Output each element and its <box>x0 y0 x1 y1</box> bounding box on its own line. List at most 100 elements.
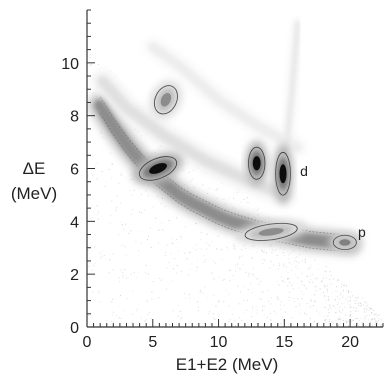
noise-dot <box>279 263 281 265</box>
noise-dot <box>298 287 300 289</box>
noise-dot <box>196 301 199 303</box>
noise-dot <box>287 285 289 287</box>
noise-dot <box>359 302 362 305</box>
noise-dot <box>369 314 371 316</box>
noise-dot <box>176 238 178 241</box>
noise-dot <box>225 289 227 291</box>
noise-dot <box>328 311 331 314</box>
noise-dot <box>301 260 303 262</box>
noise-dot <box>237 266 239 269</box>
noise-dot <box>273 310 275 312</box>
noise-dot <box>335 320 337 322</box>
noise-dot <box>357 310 359 312</box>
noise-dot <box>271 249 274 251</box>
noise-dot <box>115 207 118 209</box>
noise-dot <box>111 163 113 165</box>
noise-dot <box>297 298 299 300</box>
noise-dot <box>366 305 368 307</box>
noise-dot <box>349 296 351 298</box>
noise-dot <box>304 259 306 261</box>
noise-dot <box>147 273 149 275</box>
noise-dot <box>152 280 154 283</box>
noise-dot <box>371 319 373 321</box>
noise-dot <box>294 257 296 259</box>
hotspot-5 <box>329 232 361 253</box>
noise-dot <box>306 303 309 305</box>
noise-dot <box>253 275 255 277</box>
noise-dot <box>318 312 320 315</box>
noise-dot <box>229 318 231 321</box>
noise-dot <box>350 306 352 308</box>
noise-dot <box>92 74 95 76</box>
noise-dot <box>375 320 377 322</box>
hotspot-core <box>160 93 172 107</box>
noise-dot <box>214 262 217 264</box>
noise-dot <box>346 320 348 322</box>
noise-dot <box>228 320 230 323</box>
noise-dot <box>276 296 278 298</box>
noise-dot <box>89 57 91 59</box>
noise-dot <box>341 296 344 299</box>
noise-dot <box>131 213 133 216</box>
noise-dot <box>223 301 225 303</box>
noise-dot <box>88 314 90 317</box>
noise-dot <box>150 246 152 249</box>
y-tick-label: 6 <box>70 162 79 179</box>
noise-dot <box>324 286 326 288</box>
noise-dot <box>252 273 254 276</box>
noise-dot <box>377 323 379 325</box>
noise-dot <box>238 303 240 305</box>
noise-dot <box>323 295 326 297</box>
noise-dot <box>181 270 183 272</box>
noise-dot <box>191 263 193 265</box>
noise-dot <box>270 320 272 322</box>
noise-dot <box>251 257 253 259</box>
noise-dot <box>312 304 315 307</box>
noise-dot <box>336 318 338 320</box>
noise-dot <box>309 278 312 281</box>
hotspot-4 <box>235 219 307 244</box>
noise-dot <box>309 306 311 308</box>
y-tick-label: 8 <box>70 109 79 126</box>
noise-dot <box>161 222 163 224</box>
noise-dot <box>188 171 190 173</box>
noise-dot <box>306 275 308 278</box>
noise-dot <box>295 256 298 258</box>
noise-dot <box>228 250 230 252</box>
noise-dot <box>337 324 339 326</box>
noise-dot <box>195 223 197 225</box>
noise-dot <box>333 322 335 324</box>
noise-dot <box>135 277 138 279</box>
noise-dot <box>232 207 234 209</box>
noise-dot <box>247 275 249 277</box>
noise-dot <box>168 324 171 326</box>
noise-dot <box>339 323 342 325</box>
noise-dot <box>138 211 141 213</box>
noise-dot <box>335 299 337 301</box>
noise-dot <box>361 297 363 300</box>
noise-dot <box>189 252 191 255</box>
noise-dot <box>222 279 224 281</box>
noise-dot <box>116 195 119 197</box>
noise-dot <box>148 311 151 313</box>
noise-dot <box>306 322 308 324</box>
noise-dot <box>287 272 289 274</box>
noise-dot <box>228 294 230 296</box>
noise-dot <box>358 319 361 322</box>
noise-dot <box>211 272 213 274</box>
noise-dot <box>355 318 357 320</box>
noise-dot <box>288 296 290 299</box>
noise-dot <box>128 232 130 234</box>
noise-dot <box>361 304 363 306</box>
noise-dot <box>342 290 345 292</box>
noise-dot <box>315 290 317 292</box>
noise-dot <box>345 289 347 291</box>
noise-dot <box>119 202 122 204</box>
noise-dot <box>263 314 265 316</box>
noise-dot <box>341 318 343 320</box>
noise-dot <box>240 201 242 203</box>
noise-dot <box>169 283 171 285</box>
noise-dot <box>140 193 142 196</box>
noise-dot <box>120 317 122 320</box>
noise-dot <box>364 301 366 303</box>
